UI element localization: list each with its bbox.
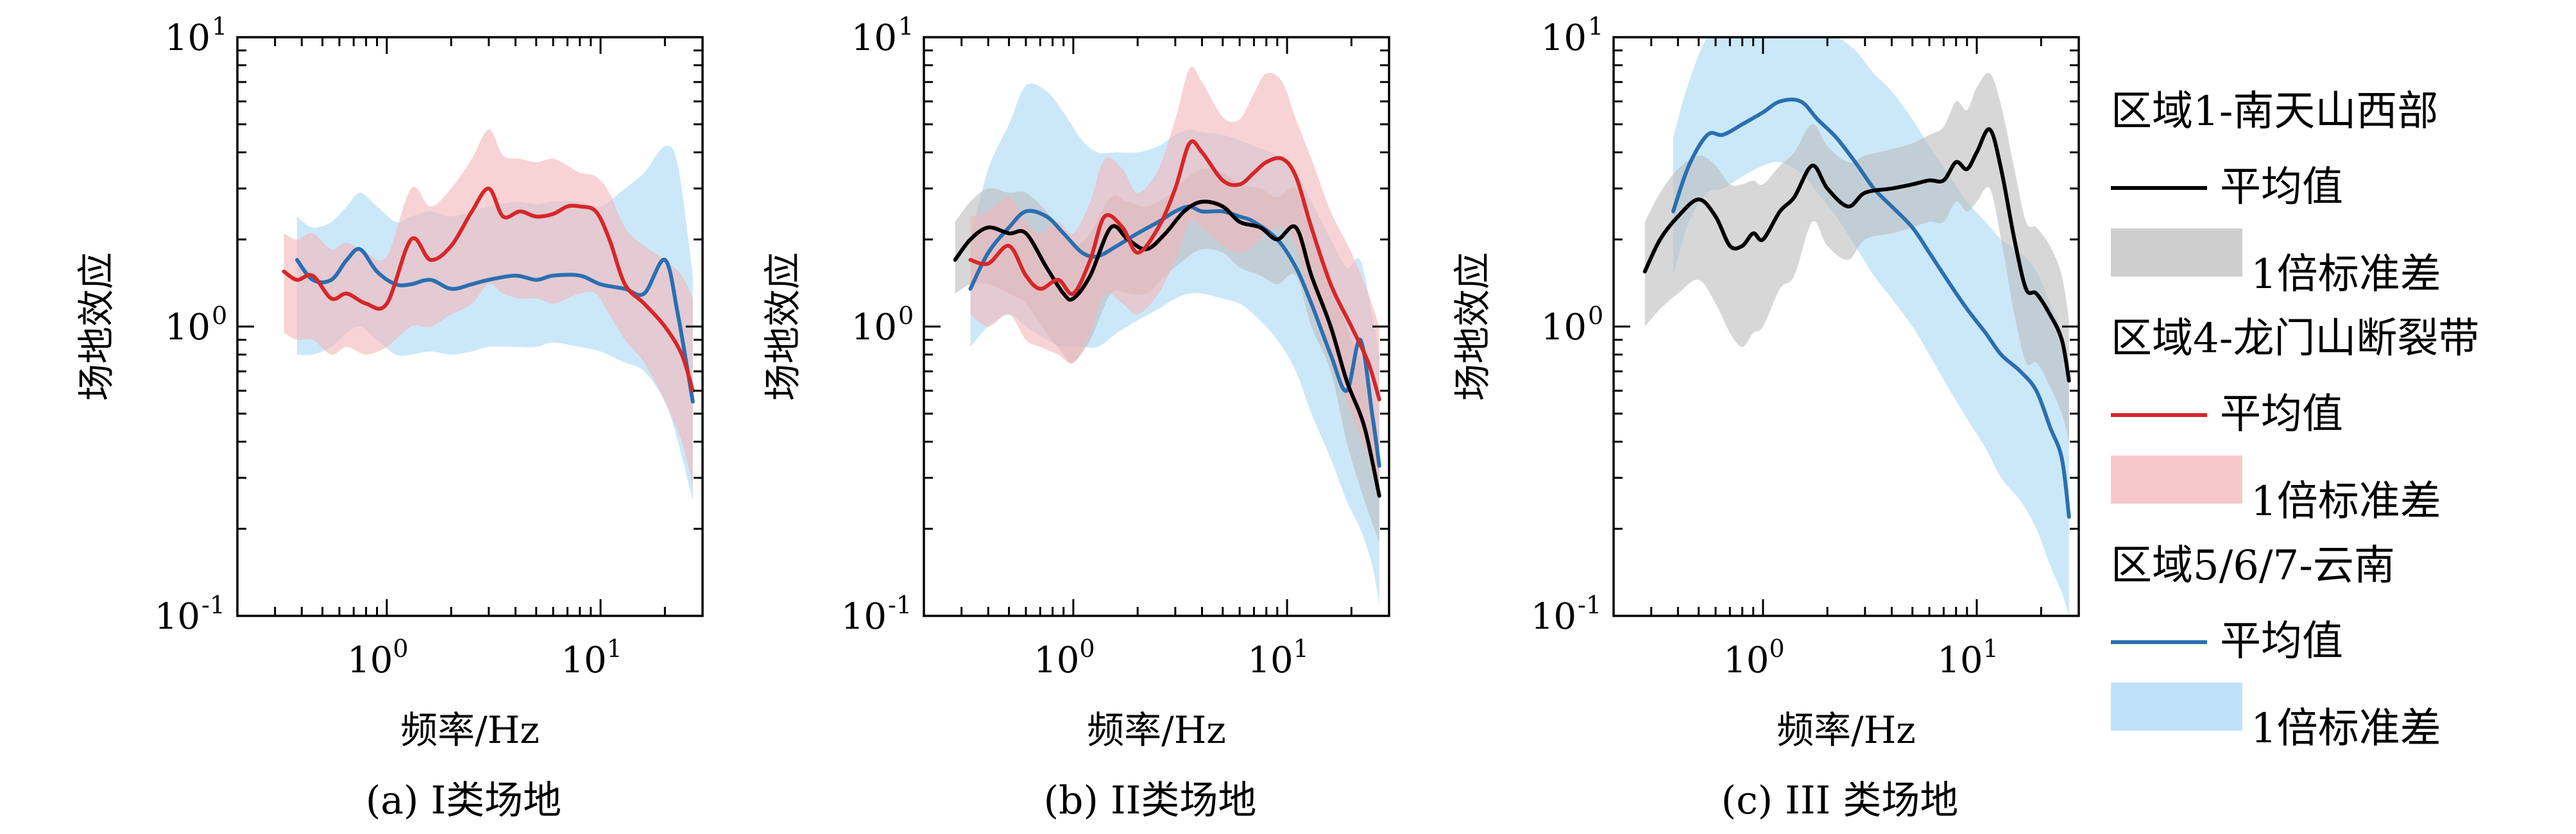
x-tick-label: 100 xyxy=(1034,634,1095,681)
y-tick-label: 10-1 xyxy=(841,591,912,638)
std-band-region4 xyxy=(284,129,693,487)
legend-mean-label: 平均值 xyxy=(2220,391,2343,438)
axis-ticks xyxy=(1612,36,2080,617)
panel-caption: (b) II类场地 xyxy=(1044,778,1257,823)
mean-line-region1 xyxy=(953,200,1381,498)
panel-caption: (a) I类场地 xyxy=(366,778,561,823)
x-axis-label: 频率/Hz xyxy=(1777,708,1916,752)
mean-line-region567 xyxy=(294,247,695,404)
mean-line-region1 xyxy=(1642,127,2071,383)
x-tick-label: 101 xyxy=(1937,634,1998,681)
panel-caption: (c) III 类场地 xyxy=(1721,778,1959,823)
y-tick-label: 100 xyxy=(1541,302,1603,348)
panel-1: 100 101 10-1 100 101 频率/Hz 场地效应 (a) I类场地 xyxy=(74,12,704,823)
axis-ticks xyxy=(923,36,1390,617)
panel-3: 100 101 10-1 100 101 频率/Hz 场地效应 (c) III 类场地 xyxy=(1451,12,2080,823)
x-tick-label: 100 xyxy=(1723,634,1784,681)
legend-title: 区域5/6/7-云南 xyxy=(2111,542,2395,590)
y-axis-label: 场地效应 xyxy=(1451,252,1494,401)
plot-area xyxy=(1642,37,2071,616)
legend-std-label: 1倍标准差 xyxy=(2251,705,2441,753)
axis-ticks xyxy=(236,36,704,617)
mean-line-region567 xyxy=(968,204,1381,468)
x-tick-label: 101 xyxy=(561,634,622,681)
plot-area xyxy=(282,129,695,501)
legend-title: 区域1-南天山西部 xyxy=(2111,88,2438,135)
y-tick-label: 100 xyxy=(165,302,227,348)
legend: 区域1-南天山西部平均值1倍标准差区域4-龙门山断裂带平均值1倍标准差区域5/6… xyxy=(2111,88,2479,753)
y-tick-label: 10-1 xyxy=(155,591,225,638)
legend-title: 区域4-龙门山断裂带 xyxy=(2111,315,2479,362)
y-tick-label: 100 xyxy=(851,302,914,348)
legend-band-swatch xyxy=(2111,683,2242,731)
legend-band-swatch xyxy=(2111,228,2242,277)
x-tick-label: 100 xyxy=(347,634,408,681)
y-tick-label: 10-1 xyxy=(1531,591,1601,638)
panel-2: 100 101 10-1 100 101 频率/Hz 场地效应 (b) II类场地 xyxy=(761,12,1390,823)
y-tick-label: 101 xyxy=(1541,12,1603,59)
y-axis-label: 场地效应 xyxy=(74,252,118,401)
y-tick-label: 101 xyxy=(165,12,227,59)
mean-line-region4 xyxy=(968,139,1381,402)
legend-std-label: 1倍标准差 xyxy=(2251,251,2441,298)
mean-line-region567 xyxy=(1671,98,2071,519)
legend-mean-label: 平均值 xyxy=(2220,618,2343,665)
mean-line-region4 xyxy=(282,186,695,393)
x-axis-label: 频率/Hz xyxy=(1087,708,1226,752)
legend-band-swatch xyxy=(2111,455,2242,504)
legend-mean-label: 平均值 xyxy=(2220,164,2343,211)
legend-std-label: 1倍标准差 xyxy=(2251,478,2441,525)
plot-area xyxy=(953,66,1381,604)
x-axis-label: 频率/Hz xyxy=(400,708,540,752)
y-tick-label: 101 xyxy=(851,12,914,59)
std-band-region4 xyxy=(970,66,1379,501)
std-band-region567 xyxy=(1673,37,2069,616)
y-axis-label: 场地效应 xyxy=(761,252,805,401)
x-tick-label: 101 xyxy=(1247,634,1308,681)
